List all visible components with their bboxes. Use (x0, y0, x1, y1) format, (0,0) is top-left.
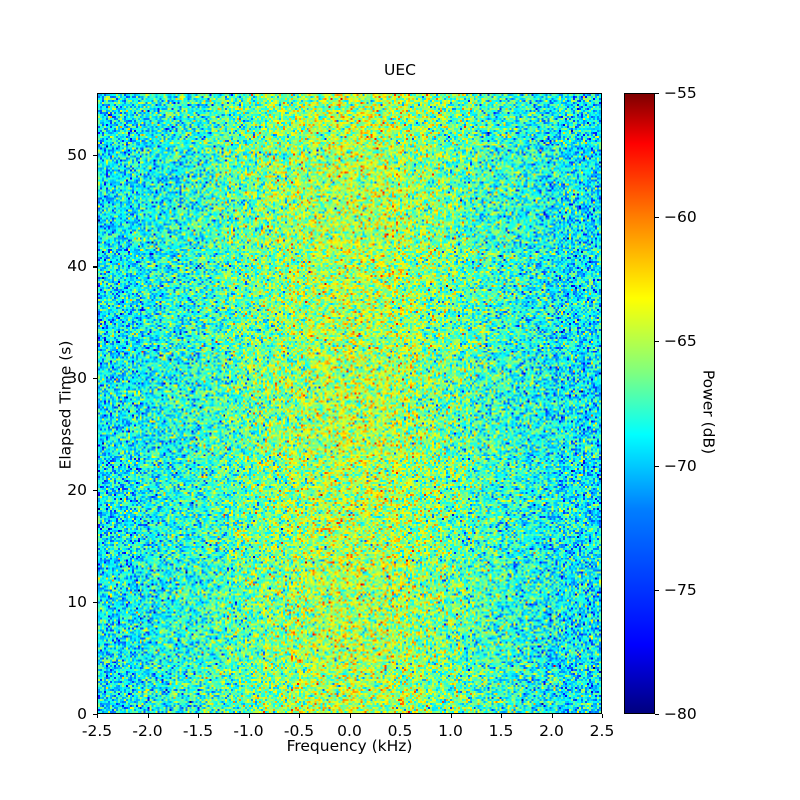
tick-mark (93, 378, 97, 380)
tick-mark (93, 490, 97, 492)
y-tick-label: 40 (67, 257, 87, 276)
y-tick-label: 0 (77, 705, 87, 723)
tick-mark (655, 714, 659, 716)
y-tick-label: 10 (67, 593, 87, 612)
x-tick-label: -2.0 (132, 722, 163, 740)
colorbar-tick-label: −65 (664, 332, 697, 351)
tick-mark (93, 266, 97, 268)
title-line-station: UEC (384, 61, 416, 79)
tick-mark (655, 341, 659, 343)
x-tick-label: 2.0 (539, 722, 564, 740)
tick-mark (655, 465, 659, 467)
y-axis-label: Elapsed Time (s) (56, 340, 75, 470)
tick-mark (198, 714, 200, 718)
tick-mark (93, 154, 97, 156)
x-tick-label: -1.5 (182, 722, 214, 740)
tick-mark (93, 714, 97, 716)
tick-mark (248, 714, 250, 718)
tick-mark (93, 602, 97, 604)
colorbar-tick-label: −80 (664, 705, 697, 723)
x-tick-label: 0.0 (337, 722, 362, 740)
y-tick-label: 20 (67, 481, 87, 500)
tick-mark (450, 714, 452, 718)
tick-mark (349, 714, 351, 718)
colorbar-tick-label: −55 (664, 84, 697, 102)
tick-mark (655, 589, 659, 591)
x-tick-label: -2.5 (81, 722, 113, 740)
tick-mark (299, 714, 301, 718)
colorbar-tick-label: −70 (664, 456, 697, 475)
x-tick-label: -1.0 (233, 722, 264, 740)
y-tick-label: 50 (67, 145, 87, 164)
colorbar (624, 93, 655, 714)
colorbar-tick-label: −60 (664, 208, 697, 227)
tick-mark (501, 714, 503, 718)
x-tick-label: 1.5 (488, 722, 514, 740)
tick-mark (602, 714, 604, 718)
y-tick-label: 30 (67, 369, 87, 388)
spectrogram-image (98, 94, 601, 713)
tick-mark (147, 714, 149, 718)
x-tick-label: 2.5 (589, 722, 615, 740)
colorbar-label: Power (dB) (699, 369, 718, 455)
tick-mark (97, 714, 99, 718)
tick-mark (400, 714, 402, 718)
x-tick-label: -0.5 (283, 722, 315, 740)
tick-mark (551, 714, 553, 718)
x-tick-label: 0.5 (387, 722, 413, 740)
colorbar-tick-label: −75 (664, 580, 697, 599)
x-axis-label: Frequency (kHz) (286, 737, 413, 755)
tick-mark (655, 217, 659, 219)
x-tick-label: 1.0 (438, 722, 463, 740)
spectrogram-axes (97, 93, 602, 714)
tick-mark (655, 93, 659, 95)
